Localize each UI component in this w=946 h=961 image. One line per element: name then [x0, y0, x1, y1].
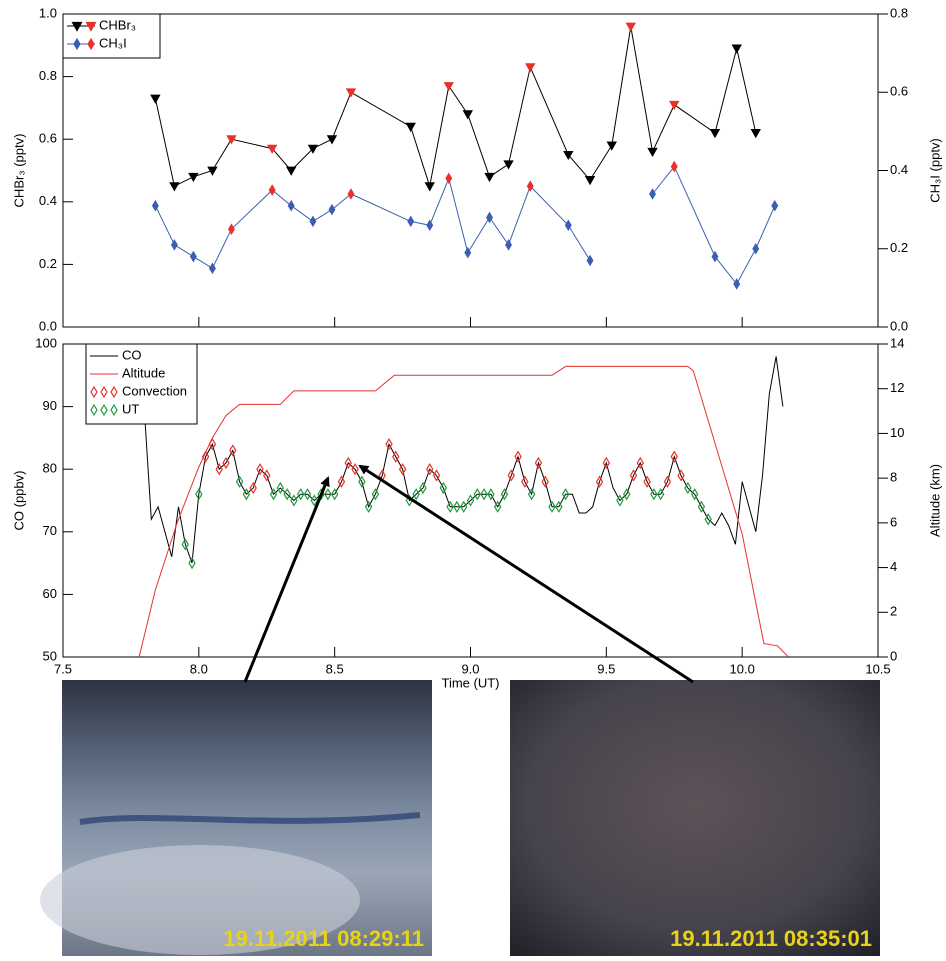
- marker: [208, 167, 217, 175]
- x-tick-label: 10.0: [730, 661, 755, 676]
- y-tick-label: 1.0: [39, 5, 57, 20]
- photo-right: 19.11.2011 08:35:01: [510, 680, 880, 956]
- marker: [504, 161, 513, 169]
- y-tick-label: 0.6: [39, 131, 57, 146]
- y2-tick-label: 14: [890, 335, 904, 350]
- marker: [406, 123, 415, 131]
- marker: [329, 205, 335, 215]
- y-axis-title: CO (ppbv): [11, 471, 26, 531]
- marker: [463, 111, 472, 119]
- marker: [189, 173, 198, 181]
- marker: [170, 183, 179, 191]
- y2-tick-label: 10: [890, 425, 904, 440]
- marker: [648, 148, 657, 156]
- y2-tick-label: 8: [890, 470, 897, 485]
- marker: [427, 220, 433, 230]
- y-tick-label: 0.2: [39, 256, 57, 271]
- x-tick-label: 7.5: [54, 661, 72, 676]
- series-line: [155, 27, 755, 187]
- y2-tick-label: 0.8: [890, 5, 908, 20]
- marker: [346, 89, 355, 97]
- marker: [288, 201, 294, 211]
- legend-label: Convection: [122, 383, 187, 398]
- photo-timestamp: 19.11.2011 08:29:11: [223, 926, 424, 951]
- plot-area: [151, 23, 778, 289]
- y-tick-label: 0.0: [39, 318, 57, 333]
- x-axis-title: Time (UT): [441, 675, 499, 690]
- figure: 0.0 0.2 0.4 0.6 0.8 1.0 0.0 0.2 0.4 0.6 0.8 CHBr₃ (…: [0, 0, 946, 956]
- chart: 0.0 0.2 0.4 0.6 0.8 1.0 0.0 0.2 0.4 0.6 0.8 CHBr₃ (…: [11, 5, 942, 333]
- y2-tick-label: 0.6: [890, 84, 908, 99]
- y-tick-label: 70: [43, 523, 57, 538]
- photo-timestamp: 19.11.2011 08:35:01: [670, 926, 872, 951]
- y-tick-label: 100: [35, 335, 57, 350]
- y-tick-label: 60: [43, 586, 57, 601]
- photo-image: [510, 680, 880, 956]
- marker: [650, 189, 656, 199]
- y2-tick-label: 4: [890, 559, 897, 574]
- y2-tick-label: 6: [890, 514, 897, 529]
- marker: [444, 82, 453, 90]
- marker: [310, 216, 316, 226]
- marker: [607, 142, 616, 150]
- marker: [527, 181, 533, 191]
- legend-label: CH₃I: [99, 35, 127, 50]
- y2-tick-label: 0.0: [890, 318, 908, 333]
- marker: [269, 185, 275, 195]
- y2-tick-label: 0: [890, 648, 897, 663]
- legend-label: CHBr₃: [99, 17, 136, 32]
- legend-label: CO: [122, 347, 142, 362]
- x-tick-label: 9.0: [461, 661, 479, 676]
- x-tick-label: 8.0: [190, 661, 208, 676]
- marker: [711, 129, 720, 137]
- marker: [626, 23, 635, 31]
- y2-tick-label: 0.2: [890, 240, 908, 255]
- arrow: [245, 478, 328, 682]
- marker: [732, 45, 741, 53]
- y-tick-label: 90: [43, 398, 57, 413]
- marker: [425, 183, 434, 191]
- y-tick-label: 80: [43, 461, 57, 476]
- legend-label: Altitude: [122, 365, 165, 380]
- marker: [485, 173, 494, 181]
- x-tick-label: 9.5: [597, 661, 615, 676]
- marker: [670, 101, 679, 109]
- marker: [586, 176, 595, 184]
- photo-left: 19.11.2011 08:29:11: [40, 680, 432, 956]
- y-tick-label: 0.8: [39, 68, 57, 83]
- marker: [446, 173, 452, 183]
- y2-tick-label: 12: [890, 380, 904, 395]
- arrow: [360, 466, 693, 682]
- marker: [287, 167, 296, 175]
- y2-axis-title: CH₃I (pptv): [927, 138, 942, 203]
- x-tick-label: 8.5: [326, 661, 344, 676]
- marker: [327, 136, 336, 144]
- y2-tick-label: 2: [890, 604, 897, 619]
- marker: [151, 95, 160, 103]
- y2-axis-title: Altitude (km): [927, 464, 942, 537]
- marker: [526, 64, 535, 72]
- series-line: [155, 167, 774, 284]
- y-tick-label: 50: [43, 648, 57, 663]
- y-tick-label: 0.4: [39, 193, 57, 208]
- plot-frame: [63, 14, 878, 327]
- y2-tick-label: 0.4: [890, 162, 908, 177]
- plot-area: [139, 357, 788, 658]
- legend-label: UT: [122, 401, 139, 416]
- marker: [190, 252, 196, 262]
- marker: [348, 189, 354, 199]
- x-tick-label: 10.5: [865, 661, 890, 676]
- marker: [751, 129, 760, 137]
- marker: [772, 201, 778, 211]
- y-axis-title: CHBr₃ (pptv): [11, 134, 26, 208]
- marker: [408, 216, 414, 226]
